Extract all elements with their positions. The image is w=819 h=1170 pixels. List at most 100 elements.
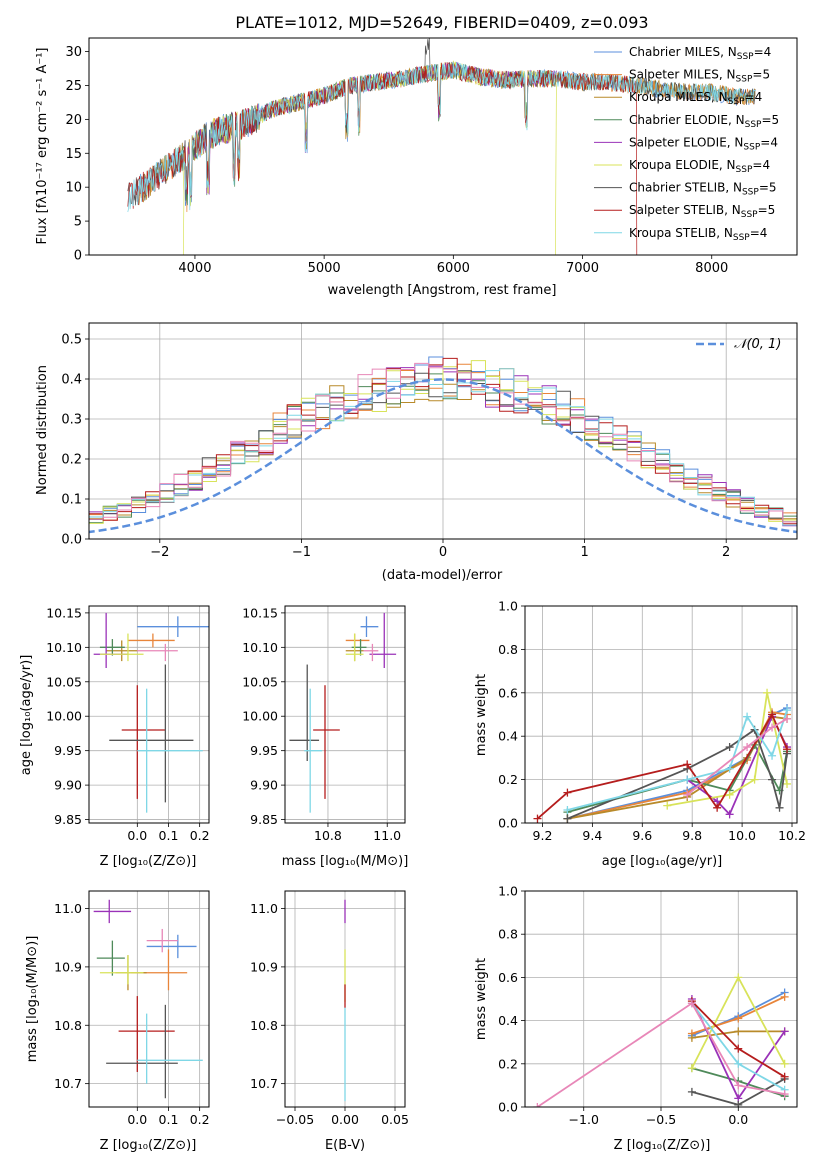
- data-marker: [763, 688, 772, 697]
- spectrum-line: [127, 62, 756, 213]
- normal-curve-legend-label: 𝒩(0, 1): [734, 337, 781, 352]
- x-tick-label: 10.8: [314, 828, 342, 843]
- mass-weight-vs-z-ylabel: mass weight: [474, 958, 489, 1040]
- x-tick-label: −0.5: [646, 1112, 676, 1127]
- axes-frame: [284, 890, 406, 1108]
- x-tick-label: 9.4: [582, 828, 602, 843]
- x-tick-label: 0.0: [127, 1112, 147, 1127]
- data-marker: [734, 1059, 743, 1068]
- y-tick-label: 0.0: [498, 816, 518, 831]
- mass-vs-z-xlabel: Z [log₁₀(Z/Z⊙)]: [100, 1138, 197, 1153]
- data-marker: [563, 805, 572, 814]
- y-tick-label: 0.2: [498, 772, 518, 787]
- data-marker: [780, 1059, 789, 1068]
- series-line: [686, 718, 788, 796]
- y-tick-label: 11.0: [250, 901, 278, 916]
- x-tick-label: 0.2: [190, 1112, 210, 1127]
- age-vs-mass-plot-area: 10.8 11.0 9.85 9.90 9.95 10.00 10.05 10.10 10.15: [242, 605, 406, 843]
- y-tick-label: 15: [65, 147, 82, 162]
- y-tick-label: 0.3: [61, 413, 82, 428]
- mass-vs-ebv-xlabel: E(B-V): [325, 1138, 365, 1153]
- x-tick-label: 0.0: [728, 1112, 748, 1127]
- y-tick-label: 10.10: [46, 640, 82, 655]
- data-marker: [725, 790, 734, 799]
- x-tick-label: −2: [150, 545, 169, 560]
- data-marker: [768, 723, 777, 732]
- y-tick-label: 0.5: [61, 333, 82, 348]
- x-tick-label: −0.05: [276, 1112, 314, 1127]
- panel-residuals: Normed distribution (data-model)/error −…: [35, 322, 798, 583]
- spectrum-plot-area: 4000 5000 6000 7000 8000 0 5 10 15 20 25 30: [65, 37, 798, 276]
- data-marker: [783, 779, 792, 788]
- series-line: [567, 709, 788, 811]
- x-tick-label: 0.0: [127, 828, 147, 843]
- spectrum-lines: [127, 38, 756, 255]
- y-tick-label: 9.85: [54, 812, 82, 827]
- data-marker: [563, 788, 572, 797]
- y-tick-label: 0.6: [498, 685, 518, 700]
- y-tick-label: 9.95: [250, 743, 278, 758]
- mass-vs-z-ylabel: mass [log₁₀(M/M⊙)]: [25, 936, 40, 1063]
- data-marker: [683, 775, 692, 784]
- data-marker: [780, 1072, 789, 1081]
- y-tick-label: 9.95: [54, 743, 82, 758]
- axes-frame: [88, 322, 798, 540]
- x-tick-label: 0.05: [381, 1112, 409, 1127]
- age-vs-z-plot-area: 0.0 0.1 0.2 9.85 9.90 9.95 10.00 10.05 10.10 10.1…: [46, 605, 210, 843]
- x-tick-label: 8000: [695, 261, 728, 276]
- y-tick-label: 0.4: [61, 373, 82, 388]
- data-marker: [768, 710, 777, 719]
- mass-weight-vs-z-plot-area: −1.0 −0.5 0.0 0.0 0.2 0.4 0.6 0.8 1.0: [498, 884, 798, 1127]
- data-marker: [734, 1027, 743, 1036]
- panel-spectrum: PLATE=1012, MJD=52649, FIBERID=0409, z=0…: [35, 13, 798, 298]
- y-tick-label: 10: [65, 181, 82, 196]
- x-tick-label: 0.2: [190, 828, 210, 843]
- data-marker: [725, 743, 734, 752]
- axes-frame: [284, 605, 406, 824]
- y-tick-label: 10.05: [46, 674, 82, 689]
- x-tick-label: −1.0: [569, 1112, 599, 1127]
- data-marker: [750, 775, 759, 784]
- x-tick-label: 4000: [178, 261, 211, 276]
- points-group: [93, 612, 209, 813]
- y-tick-label: 30: [65, 45, 82, 60]
- mass-weight-vs-age-ylabel: mass weight: [474, 674, 489, 756]
- x-tick-label: 5000: [308, 261, 341, 276]
- lines-group: [533, 688, 792, 823]
- data-marker: [780, 1027, 789, 1036]
- normal-curve: [89, 378, 797, 534]
- data-marker: [768, 775, 777, 784]
- legend-label: Chabrier MILES, NSSP=4: [629, 45, 771, 62]
- legend-label: Salpeter MILES, NSSP=5: [629, 68, 770, 85]
- y-tick-label: 0.4: [498, 1013, 518, 1028]
- data-marker: [780, 992, 789, 1001]
- data-marker: [783, 706, 792, 715]
- data-marker: [734, 973, 743, 982]
- y-tick-label: 9.90: [250, 778, 278, 793]
- y-tick-label: 0.0: [498, 1100, 518, 1115]
- y-tick-label: 10.05: [242, 674, 278, 689]
- legend-label: Kroupa MILES, NSSP=4: [629, 90, 762, 107]
- y-tick-label: 0.0: [61, 533, 82, 548]
- data-marker: [533, 1103, 542, 1107]
- axes-frame: [88, 605, 210, 824]
- y-tick-label: 20: [65, 113, 82, 128]
- x-tick-label: −1: [292, 545, 311, 560]
- legend-label: Chabrier ELODIE, NSSP=5: [629, 113, 779, 130]
- x-tick-label: 0.1: [159, 828, 179, 843]
- data-marker: [734, 1014, 743, 1023]
- data-marker: [683, 790, 692, 799]
- residuals-plot-area: −2 −1 0 1 2 0.0 0.1 0.2 0.3 0.4 0.5: [61, 322, 798, 560]
- mass-weight-vs-z-xlabel: Z [log₁₀(Z/Z⊙)]: [614, 1138, 711, 1153]
- histogram-line: [89, 362, 797, 530]
- y-tick-label: 11.0: [54, 901, 82, 916]
- residuals-ylabel: Normed distribution: [35, 365, 50, 495]
- y-tick-label: 0.8: [498, 927, 518, 942]
- x-tick-label: 7000: [566, 261, 599, 276]
- data-marker: [768, 751, 777, 760]
- y-tick-label: 10.15: [46, 605, 82, 620]
- points-group: [289, 612, 397, 813]
- legend-label: Kroupa STELIB, NSSP=4: [629, 226, 767, 243]
- x-tick-label: 0.00: [331, 1112, 359, 1127]
- panel-mass-weight-vs-z: mass weight Z [log₁₀(Z/Z⊙)] −1.0 −0.5 0.0 0…: [474, 884, 798, 1153]
